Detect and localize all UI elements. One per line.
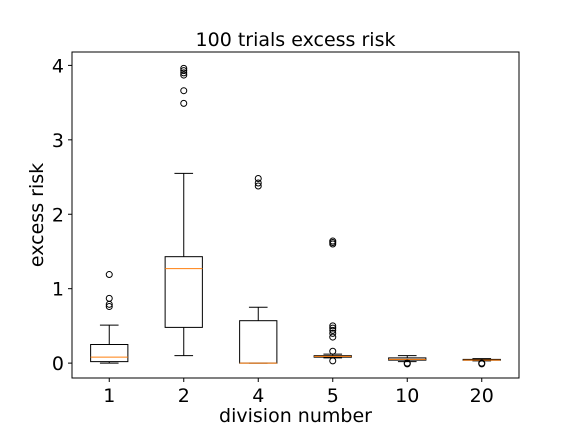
flier-point: [329, 237, 337, 245]
x-tick-label: 1: [103, 385, 115, 407]
box-body: [164, 256, 203, 328]
flier-point: [180, 64, 188, 72]
flier-point: [105, 294, 113, 302]
flier-point: [329, 326, 337, 334]
box-body: [90, 344, 129, 363]
flier-point: [329, 357, 337, 365]
y-tick-label: 0: [52, 353, 64, 375]
box-body: [239, 320, 278, 364]
y-axis-label: excess risk: [26, 163, 48, 267]
y-axis: 0 1 2 3 4: [52, 55, 72, 375]
flier-point: [180, 71, 188, 79]
x-tick-label: 4: [252, 385, 264, 407]
flier-point: [329, 324, 337, 332]
y-tick-label: 4: [52, 55, 64, 77]
flier-point: [180, 99, 188, 107]
box-10: [388, 355, 427, 368]
chart-title: 100 trials excess risk: [196, 29, 396, 51]
x-axis-label: division number: [219, 405, 372, 427]
box-1: [90, 271, 129, 364]
x-tick-label: 10: [395, 385, 419, 407]
box-20: [462, 358, 501, 368]
flier-point: [180, 69, 188, 77]
x-axis: 1 2 4 5 10 20: [103, 378, 494, 407]
flier-point: [180, 67, 188, 75]
x-tick-label: 2: [178, 385, 190, 407]
flier-point: [329, 329, 337, 337]
x-tick-label: 5: [327, 385, 339, 407]
flier-point: [478, 359, 486, 367]
flier-point: [254, 179, 262, 187]
flier-point: [403, 359, 411, 367]
flier-point: [254, 175, 262, 183]
y-tick-label: 3: [52, 130, 64, 152]
flier-point: [329, 322, 337, 330]
flier-point: [329, 333, 337, 341]
axes-frame: [71, 51, 520, 379]
box-4: [239, 175, 278, 364]
plot-area: [90, 64, 501, 368]
box-5: [313, 237, 352, 365]
flier-point: [180, 87, 188, 95]
x-tick-label: 20: [470, 385, 494, 407]
flier-point: [329, 347, 337, 355]
y-tick-label: 1: [52, 279, 64, 301]
y-tick-label: 2: [52, 204, 64, 226]
flier-point: [105, 303, 113, 311]
flier-point: [105, 271, 113, 279]
flier-point: [254, 182, 262, 190]
box-2: [164, 64, 203, 357]
